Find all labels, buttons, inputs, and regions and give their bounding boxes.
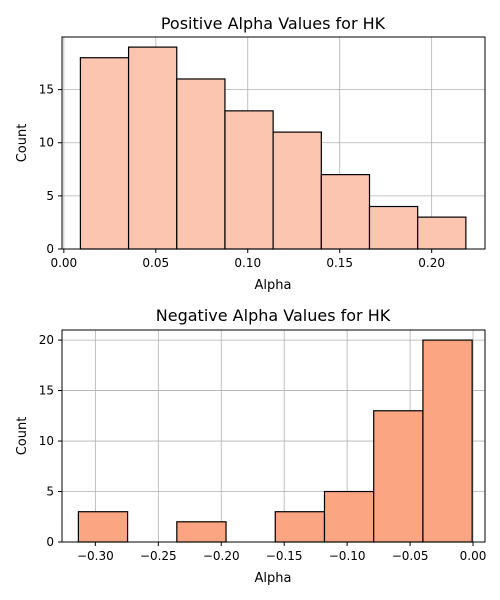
y-tick-label: 15 (39, 83, 54, 97)
x-axis-label: Alpha (255, 571, 292, 586)
chart-positive-alpha: Positive Alpha Values for HK 0.00 0.05 0.1… (15, 14, 486, 293)
x-tick-label: 0.10 (234, 256, 261, 270)
y-tick-label: 10 (39, 434, 54, 448)
x-axis-label: Alpha (255, 278, 292, 293)
y-tick-label: 0 (46, 242, 54, 256)
x-tick-label: −0.15 (266, 549, 303, 563)
histogram-bar (79, 57, 130, 250)
chart-title: Negative Alpha Values for HK (156, 306, 391, 325)
x-tick-label: −0.25 (140, 549, 177, 563)
histogram-bar (422, 339, 473, 543)
y-tick-label: 0 (46, 535, 54, 549)
y-tick-label: 15 (39, 384, 54, 398)
y-axis-label: Count (15, 417, 30, 456)
y-tick-label: 20 (39, 333, 54, 347)
y-tick-label: 5 (46, 189, 54, 203)
histogram-bar (77, 511, 129, 543)
plot-frame (61, 329, 486, 543)
x-tick-label: 0.00 (460, 549, 487, 563)
x-tick-label: −0.10 (329, 549, 366, 563)
histogram-bar (224, 110, 274, 250)
x-tick-label: 0.05 (142, 256, 169, 270)
histogram-bar (176, 521, 227, 543)
y-ticks: 0 5 10 15 (39, 83, 62, 256)
y-tick-label: 5 (46, 485, 54, 499)
y-tick-label: 10 (39, 136, 54, 150)
x-tick-label: 0.20 (418, 256, 445, 270)
histogram-bar (272, 131, 322, 250)
histogram-bar (127, 46, 178, 250)
x-ticks: −0.30 −0.25 −0.20 −0.15 −0.10 −0.05 0.00 (77, 542, 486, 563)
histogram-bar (176, 78, 226, 250)
y-ticks: 0 5 10 15 20 (39, 333, 62, 549)
histogram-bar (320, 174, 371, 250)
x-tick-label: −0.20 (203, 549, 240, 563)
x-tick-label: 0.00 (50, 256, 77, 270)
x-tick-label: −0.30 (77, 549, 114, 563)
x-ticks: 0.00 0.05 0.10 0.15 0.20 (50, 249, 445, 270)
bars (77, 339, 473, 543)
x-tick-label: 0.15 (326, 256, 353, 270)
histogram-bar (417, 216, 467, 250)
histogram-bar (373, 410, 424, 543)
bars (79, 46, 467, 250)
chart-title: Positive Alpha Values for HK (161, 14, 386, 33)
histogram-bar (323, 490, 375, 543)
histogram-bar (274, 511, 326, 543)
x-tick-label: −0.05 (392, 549, 429, 563)
y-axis-label: Count (15, 124, 30, 163)
histogram-bar (368, 205, 419, 250)
chart-negative-alpha: Negative Alpha Values for HK −0.30 −0.25−… (15, 306, 486, 586)
